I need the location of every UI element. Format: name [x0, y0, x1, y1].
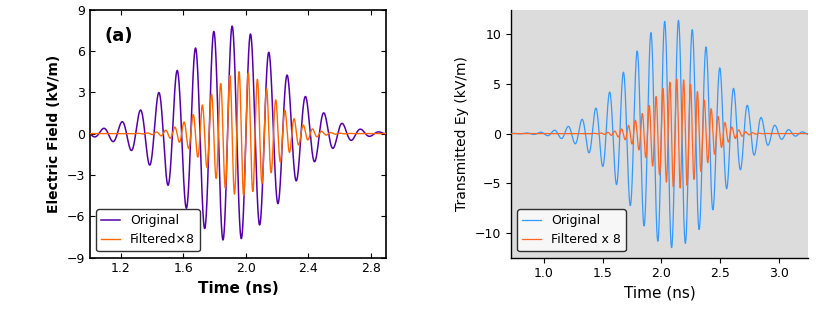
Original — [673, 18, 683, 22]
Y-axis label: Electric Field (kV/m): Electric Field (kV/m) — [47, 54, 61, 213]
Line: Original: Original — [511, 20, 808, 248]
Original — [667, 246, 676, 250]
Filtered x 8 — [506, 132, 516, 135]
Original — [614, 162, 623, 166]
Line: Original: Original — [90, 26, 387, 240]
Original — [521, 131, 531, 135]
Original — [682, 220, 692, 224]
Filtered×8 — [260, 100, 270, 104]
Filtered×8 — [239, 193, 249, 197]
Filtered×8 — [273, 137, 283, 141]
Original — [726, 112, 736, 115]
Original — [85, 132, 95, 135]
Original — [803, 133, 813, 136]
Line: Filtered×8: Filtered×8 — [90, 72, 387, 195]
Filtered x 8 — [694, 150, 704, 154]
Original — [742, 104, 752, 107]
Original — [193, 60, 202, 64]
Filtered x 8 — [682, 181, 692, 185]
X-axis label: Time (ns): Time (ns) — [197, 281, 278, 296]
Filtered×8 — [382, 132, 392, 135]
Line: Filtered x 8: Filtered x 8 — [511, 79, 808, 188]
Original — [260, 100, 270, 104]
Filtered x 8 — [614, 135, 623, 139]
Original — [506, 132, 516, 135]
Filtered×8 — [193, 153, 202, 157]
Filtered x 8 — [672, 77, 681, 81]
Filtered×8 — [100, 132, 109, 135]
Original — [305, 127, 315, 131]
Original — [218, 238, 228, 242]
Filtered×8 — [305, 133, 315, 137]
Original — [694, 224, 704, 228]
Filtered×8 — [234, 70, 244, 73]
Filtered x 8 — [521, 132, 531, 135]
Original — [321, 115, 330, 119]
Original — [100, 127, 109, 130]
Legend: Original, Filtered x 8: Original, Filtered x 8 — [517, 209, 626, 251]
Original — [382, 133, 392, 136]
Original — [227, 24, 237, 28]
Filtered x 8 — [676, 186, 685, 190]
Original — [273, 201, 283, 205]
Filtered×8 — [85, 132, 95, 135]
Y-axis label: Transmitted Ey (kV/m): Transmitted Ey (kV/m) — [455, 56, 469, 211]
Text: (a): (a) — [104, 27, 133, 45]
Filtered×8 — [321, 133, 330, 137]
Filtered x 8 — [726, 126, 736, 130]
X-axis label: Time (ns): Time (ns) — [623, 286, 695, 301]
Legend: Original, Filtered×8: Original, Filtered×8 — [96, 209, 200, 251]
Filtered x 8 — [742, 131, 752, 135]
Filtered x 8 — [803, 132, 813, 135]
